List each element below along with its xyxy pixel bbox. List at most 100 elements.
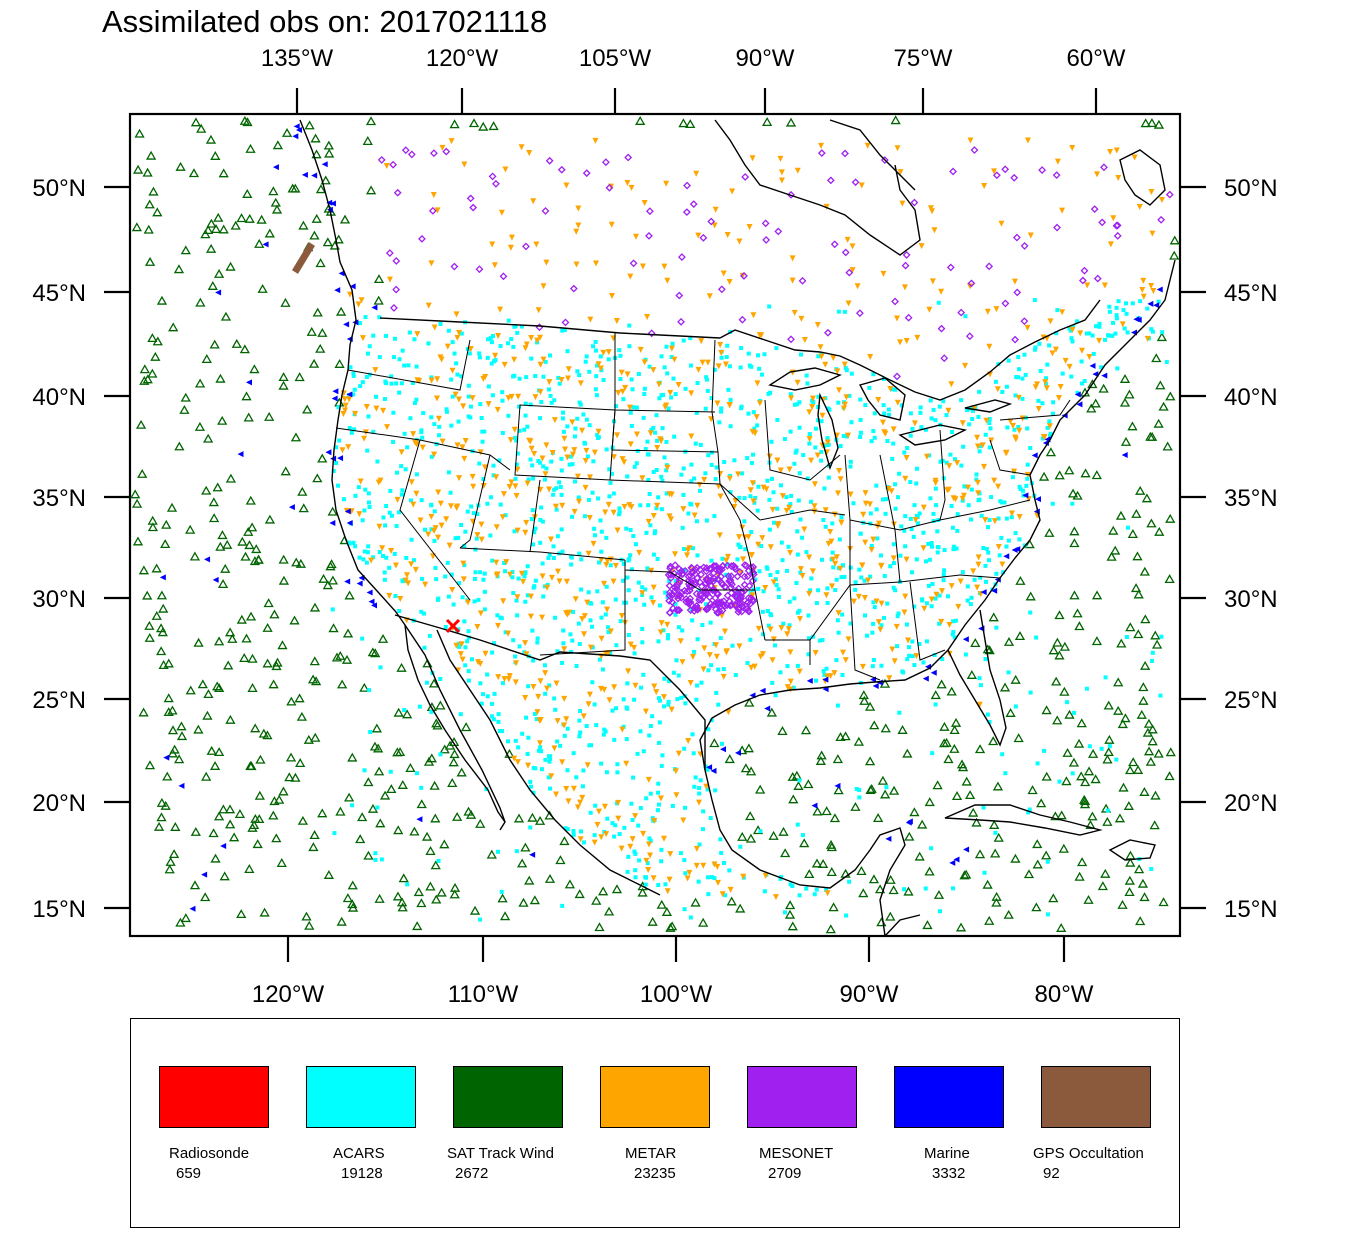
marine-marker — [962, 636, 969, 643]
acars-marker — [613, 823, 618, 828]
sat-track-wind-marker — [1080, 777, 1091, 787]
acars-marker — [432, 509, 437, 514]
metar-marker — [1096, 337, 1103, 344]
sat-track-wind-marker — [355, 834, 366, 844]
acars-marker — [1016, 367, 1021, 372]
metar-marker — [650, 875, 657, 882]
mesonet-marker — [967, 279, 976, 288]
acars-marker — [523, 599, 528, 604]
marine-marker — [346, 520, 353, 527]
acars-marker — [477, 355, 482, 360]
acars-marker — [570, 609, 575, 614]
mesonet-marker — [718, 561, 727, 570]
sat-track-wind-marker — [984, 645, 995, 655]
acars-marker — [506, 413, 511, 418]
metar-marker — [624, 371, 631, 378]
sat-track-wind-marker — [291, 557, 302, 567]
acars-marker — [346, 540, 351, 545]
sat-track-wind-marker — [397, 902, 408, 912]
metar-marker — [991, 477, 998, 484]
acars-marker — [683, 701, 688, 706]
acars-marker — [658, 603, 663, 608]
marine-marker — [906, 818, 913, 825]
acars-marker — [706, 727, 711, 732]
acars-marker — [910, 639, 915, 644]
acars-marker — [879, 623, 884, 628]
metar-marker — [755, 625, 762, 632]
sat-track-wind-marker — [1125, 850, 1136, 860]
metar-marker — [428, 377, 435, 384]
acars-marker — [638, 503, 643, 508]
acars-marker — [458, 712, 463, 717]
acars-marker — [617, 348, 622, 353]
metar-marker — [547, 536, 554, 543]
sat-track-wind-marker — [698, 917, 709, 927]
acars-marker — [576, 621, 581, 626]
sat-track-wind-marker — [1052, 715, 1063, 725]
metar-marker — [774, 523, 781, 530]
metar-marker — [778, 169, 785, 176]
metar-marker — [522, 640, 529, 647]
acars-marker — [993, 379, 998, 384]
acars-marker — [912, 663, 917, 668]
marine-marker — [331, 395, 338, 402]
metar-marker — [862, 539, 869, 546]
acars-marker — [552, 615, 557, 620]
metar-marker — [766, 453, 773, 460]
sat-track-wind-marker — [284, 772, 295, 782]
acars-marker — [471, 511, 476, 516]
metar-marker — [693, 170, 700, 177]
acars-marker — [375, 805, 380, 810]
sat-track-wind-marker — [1025, 591, 1036, 601]
acars-marker — [714, 465, 719, 470]
acars-marker — [645, 439, 650, 444]
marine-marker — [189, 905, 196, 912]
sat-track-wind-marker — [1054, 650, 1065, 660]
acars-marker — [851, 501, 856, 506]
acars-marker — [419, 785, 424, 790]
metar-marker — [384, 424, 391, 431]
metar-marker — [602, 650, 609, 657]
metar-marker — [772, 894, 779, 901]
acars-marker — [595, 589, 600, 594]
metar-marker — [811, 481, 818, 488]
top-lon-label: 90°W — [736, 45, 795, 72]
acars-marker — [592, 833, 597, 838]
metar-marker — [837, 565, 844, 572]
metar-marker — [879, 419, 886, 426]
sat-track-wind-marker — [277, 640, 288, 650]
acars-marker — [562, 733, 567, 738]
sat-track-wind-marker — [1145, 431, 1156, 441]
metar-marker — [809, 568, 816, 575]
acars-marker — [451, 602, 456, 607]
acars-marker — [903, 544, 908, 549]
sat-track-wind-marker — [255, 754, 266, 764]
sat-track-wind-marker — [393, 825, 404, 835]
metar-marker — [812, 649, 819, 656]
acars-marker — [941, 578, 946, 583]
acars-marker — [691, 751, 696, 756]
metar-marker — [561, 646, 568, 653]
acars-marker — [1024, 483, 1029, 488]
metar-marker — [841, 361, 848, 368]
acars-marker — [352, 387, 357, 392]
acars-marker — [1001, 570, 1006, 575]
metar-marker — [543, 259, 550, 266]
acars-marker — [568, 632, 573, 637]
acars-marker — [525, 564, 530, 569]
acars-marker — [950, 632, 955, 637]
sat-track-wind-marker — [428, 678, 440, 688]
marine-marker — [343, 321, 350, 328]
sat-track-wind-marker — [950, 717, 962, 727]
acars-marker — [474, 536, 479, 541]
acars-marker — [457, 644, 462, 649]
acars-marker — [951, 619, 956, 624]
acars-marker — [535, 640, 540, 645]
acars-marker — [965, 598, 970, 603]
acars-marker — [1068, 328, 1073, 333]
mesonet-marker — [1112, 221, 1121, 230]
sat-track-wind-marker — [1031, 902, 1042, 912]
acars-marker — [921, 530, 926, 535]
mesonet-marker — [499, 272, 508, 281]
mesonet-marker — [705, 564, 714, 573]
